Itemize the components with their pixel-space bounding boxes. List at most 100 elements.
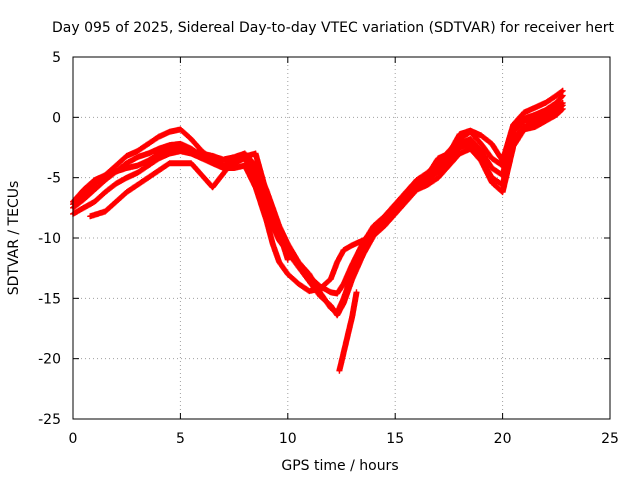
data-point bbox=[512, 123, 515, 126]
data-point bbox=[222, 164, 225, 167]
data-point bbox=[104, 190, 107, 194]
tick-layer: 0 5 10 15 20 25 5 0 -5 -10 -15 -20 -25 bbox=[38, 50, 619, 447]
data-point bbox=[136, 164, 139, 167]
y-tick-label: 5 bbox=[52, 50, 61, 66]
data-point bbox=[426, 183, 429, 187]
data-point bbox=[501, 164, 504, 167]
data-point bbox=[329, 291, 332, 294]
series-3 bbox=[70, 105, 566, 295]
data-point bbox=[458, 133, 461, 136]
data-point bbox=[372, 234, 375, 237]
data-point bbox=[254, 152, 257, 155]
data-point bbox=[308, 289, 311, 293]
data-point bbox=[522, 117, 526, 120]
data-point bbox=[168, 161, 171, 165]
data-point bbox=[533, 106, 537, 109]
data-point bbox=[447, 152, 451, 155]
data-point bbox=[179, 142, 182, 146]
data-point bbox=[342, 301, 345, 305]
data-point bbox=[179, 128, 182, 131]
data-point bbox=[308, 280, 311, 283]
data-point bbox=[336, 292, 339, 295]
data-point bbox=[458, 152, 461, 155]
data-point bbox=[522, 111, 526, 114]
data-point bbox=[479, 142, 483, 146]
data-point bbox=[522, 128, 526, 131]
data-point bbox=[342, 351, 345, 354]
data-point bbox=[157, 135, 161, 138]
data-point bbox=[189, 152, 193, 155]
x-tick-label: 10 bbox=[279, 431, 297, 447]
data-point bbox=[555, 113, 558, 117]
data-point bbox=[265, 206, 268, 210]
data-point bbox=[136, 171, 139, 175]
data-point bbox=[436, 157, 440, 160]
y-axis-label: SDTVAR / TECUs bbox=[6, 181, 22, 296]
data-point bbox=[146, 142, 150, 146]
data-point bbox=[125, 154, 128, 158]
data-point bbox=[125, 190, 128, 194]
data-point bbox=[372, 224, 375, 228]
data-point bbox=[82, 198, 85, 201]
data-point bbox=[179, 149, 182, 153]
data-point bbox=[104, 178, 107, 182]
data-point bbox=[394, 203, 397, 206]
data-point bbox=[501, 159, 504, 162]
data-point bbox=[232, 158, 236, 161]
data-point bbox=[136, 155, 139, 159]
data-point bbox=[469, 147, 472, 150]
data-layer bbox=[70, 87, 566, 374]
data-point bbox=[93, 182, 96, 185]
data-point bbox=[200, 157, 204, 160]
data-point bbox=[469, 142, 472, 146]
x-tick-label: 20 bbox=[494, 431, 512, 447]
data-point bbox=[336, 260, 339, 264]
data-point bbox=[114, 164, 118, 167]
data-point bbox=[501, 190, 504, 194]
y-tick-label: -20 bbox=[38, 352, 61, 368]
data-point bbox=[544, 108, 547, 112]
data-point bbox=[243, 164, 247, 167]
data-point bbox=[415, 188, 418, 191]
series-7 bbox=[413, 87, 566, 184]
data-point bbox=[211, 158, 214, 161]
data-point bbox=[447, 158, 451, 161]
data-point bbox=[146, 159, 150, 162]
data-point bbox=[271, 224, 274, 228]
data-point bbox=[512, 145, 515, 148]
data-point bbox=[469, 137, 472, 141]
x-tick-label: 15 bbox=[386, 431, 404, 447]
data-point bbox=[168, 130, 171, 134]
series-5 bbox=[87, 150, 291, 263]
data-point bbox=[271, 242, 274, 246]
data-point bbox=[329, 277, 332, 281]
data-point bbox=[351, 263, 354, 266]
chart-title: Day 095 of 2025, Sidereal Day-to-day VTE… bbox=[52, 20, 614, 36]
data-point bbox=[189, 161, 193, 165]
data-point bbox=[351, 277, 354, 281]
data-point bbox=[114, 170, 118, 173]
data-point bbox=[82, 193, 85, 196]
data-point bbox=[88, 215, 92, 218]
data-point bbox=[351, 315, 354, 318]
data-point bbox=[490, 142, 494, 146]
data-point bbox=[104, 210, 107, 213]
data-point bbox=[286, 258, 289, 261]
y-tick-label: -5 bbox=[47, 171, 61, 187]
series-markers bbox=[70, 92, 566, 297]
data-point bbox=[157, 152, 161, 155]
data-point bbox=[479, 149, 483, 153]
data-point bbox=[415, 178, 418, 182]
data-point bbox=[458, 146, 461, 149]
data-point bbox=[479, 134, 483, 137]
data-point bbox=[490, 166, 494, 170]
data-point bbox=[533, 118, 537, 121]
data-point bbox=[544, 101, 547, 105]
y-tick-label: -25 bbox=[38, 412, 61, 428]
data-point bbox=[189, 147, 193, 150]
series-6 bbox=[336, 289, 360, 374]
data-point bbox=[447, 164, 451, 167]
data-point bbox=[561, 107, 564, 111]
data-point bbox=[361, 241, 365, 245]
data-point bbox=[136, 149, 139, 153]
